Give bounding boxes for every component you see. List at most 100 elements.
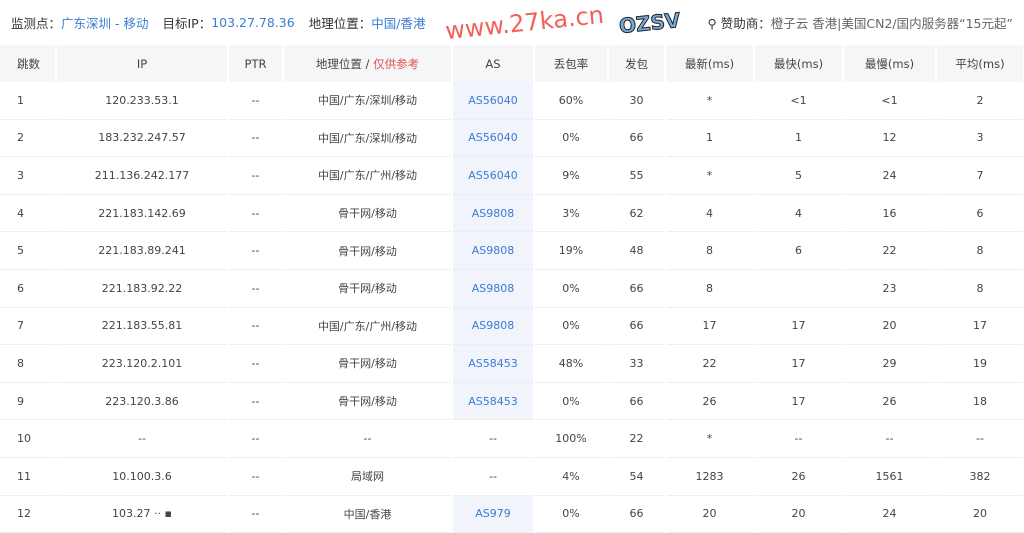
column-header: AS (452, 45, 535, 82)
table-cell: 中国/广东/广州/移动 (283, 307, 453, 346)
table-row: 6 221.183.92.22 -- 骨干网/移动 AS9808 0% 66 8 23 8 (0, 269, 1024, 308)
table-cell: 4 (0, 194, 57, 233)
table-cell: 183.232.247.57 (56, 119, 229, 158)
table-cell: 6 (936, 194, 1024, 233)
table-row: 8 223.120.2.101 -- 骨干网/移动 AS58453 48% 33 22 17 29… (0, 344, 1024, 383)
table-cell: 29 (843, 344, 937, 383)
table-cell: 221.183.89.241 (56, 231, 229, 270)
column-header: IP (56, 45, 229, 82)
table-cell: 中国/香港 (283, 495, 453, 533)
as-link[interactable]: AS9808 (452, 231, 535, 270)
as-link[interactable]: AS979 (452, 495, 535, 533)
as-link: -- (452, 419, 535, 458)
table-cell: 54 (608, 457, 666, 496)
column-header: 平均(ms) (936, 45, 1024, 82)
geo-value: 中国/香港 (371, 16, 426, 31)
table-cell: 223.120.3.86 (56, 382, 229, 421)
table-cell: 10 (0, 419, 57, 458)
monitor-label: 监测点： (11, 16, 62, 31)
table-cell: 20 (665, 495, 755, 533)
sponsor[interactable]: ⚲ 赞助商：橙子云 香港|美国CN2/国内服务器“15元起” (708, 13, 1013, 32)
table-cell: 11 (0, 457, 57, 496)
table-cell: 3% (534, 194, 609, 233)
column-header: 地理位置 / 仅供参考 (283, 45, 453, 82)
table-cell: 0% (534, 307, 609, 346)
table-cell: 23 (843, 269, 937, 308)
as-link[interactable]: AS58453 (452, 382, 535, 421)
table-cell: 22 (665, 344, 755, 383)
table-row: 11 10.100.3.6 -- 局域网 -- 4% 54 1283 26 1561 382 (0, 457, 1024, 496)
table-cell: 19 (936, 344, 1024, 383)
table-cell: 8 (665, 231, 755, 270)
table-cell: -- (936, 419, 1024, 458)
table-cell: -- (843, 419, 937, 458)
table-cell: 12 (0, 495, 57, 533)
column-header: 最快(ms) (754, 45, 844, 82)
table-cell: 7 (0, 307, 57, 346)
table-cell: 221.183.142.69 (56, 194, 229, 233)
table-cell: 221.183.55.81 (56, 307, 229, 346)
table-cell: 20 (754, 495, 844, 533)
table-cell: -- (228, 307, 284, 346)
table-cell: -- (228, 419, 284, 458)
table-cell: 26 (754, 457, 844, 496)
column-header-label: 地理位置 / (315, 56, 374, 71)
table-cell: 8 (936, 269, 1024, 308)
as-link[interactable]: AS9808 (452, 194, 535, 233)
table-cell: 382 (936, 457, 1024, 496)
table-cell: -- (228, 269, 284, 308)
table-cell: -- (228, 382, 284, 421)
table-cell: -- (228, 82, 284, 120)
column-header-label: 丢包率 (553, 56, 589, 71)
as-link[interactable]: AS56040 (452, 156, 535, 195)
table-cell: 0% (534, 269, 609, 308)
table-cell: 12 (843, 119, 937, 158)
table-cell: -- (283, 419, 453, 458)
table-cell: 1283 (665, 457, 755, 496)
as-link: -- (452, 457, 535, 496)
table-cell: 103.27 ·· ▪ (56, 495, 229, 533)
table-cell: 4 (665, 194, 755, 233)
table-cell: 1 (0, 82, 57, 120)
table-row: 7 221.183.55.81 -- 中国/广东/广州/移动 AS9808 0% 66 17 1… (0, 307, 1024, 346)
table-cell: 骨干网/移动 (283, 194, 453, 233)
table-cell: 10.100.3.6 (56, 457, 229, 496)
table-cell: 60% (534, 82, 609, 120)
info-bar: 监测点： 广东深圳 - 移动 目标IP： 103.27.78.36 地理位置： 中国/… (0, 0, 1024, 45)
as-link[interactable]: AS56040 (452, 119, 535, 158)
column-header-label: 最慢(ms) (864, 56, 915, 71)
as-link[interactable]: AS9808 (452, 307, 535, 346)
as-link[interactable]: AS58453 (452, 344, 535, 383)
column-header-label: 平均(ms) (955, 56, 1005, 71)
table-cell: 骨干网/移动 (283, 344, 453, 383)
table-row: 10 -- -- -- -- 100% 22 * -- -- -- (0, 419, 1024, 458)
table-row: 9 223.120.3.86 -- 骨干网/移动 AS58453 0% 66 26 17 26 18 (0, 382, 1024, 421)
table-cell: * (665, 82, 755, 120)
table-cell: 30 (608, 82, 666, 120)
table-row: 1 120.233.53.1 -- 中国/广东/深圳/移动 AS56040 60% 30 * <… (0, 82, 1024, 120)
table-cell: 66 (608, 382, 666, 421)
table-cell: 22 (843, 231, 937, 270)
table-cell: 8 (0, 344, 57, 383)
table-cell: 2 (0, 119, 57, 158)
column-header-label: 跳数 (17, 56, 40, 71)
table-cell: 17 (665, 307, 755, 346)
table-cell: 48% (534, 344, 609, 383)
column-header-label: IP (136, 56, 148, 71)
as-link[interactable]: AS9808 (452, 269, 535, 308)
table-cell: 26 (665, 382, 755, 421)
table-cell: 24 (843, 495, 937, 533)
sponsor-value[interactable]: 橙子云 香港|美国CN2/国内服务器“15元起” (770, 16, 1013, 31)
table-cell: 9 (0, 382, 57, 421)
column-header: PTR (228, 45, 284, 82)
table-cell: 中国/广东/广州/移动 (283, 156, 453, 195)
geo-note: 仅供参考 (373, 56, 420, 71)
table-cell: 16 (843, 194, 937, 233)
table-cell: 221.183.92.22 (56, 269, 229, 308)
column-header-label: 发包 (625, 56, 648, 71)
table-cell: <1 (843, 82, 937, 120)
table-cell: <1 (754, 82, 844, 120)
column-header-label: AS (485, 56, 501, 71)
as-link[interactable]: AS56040 (452, 82, 535, 120)
table-cell: -- (228, 231, 284, 270)
